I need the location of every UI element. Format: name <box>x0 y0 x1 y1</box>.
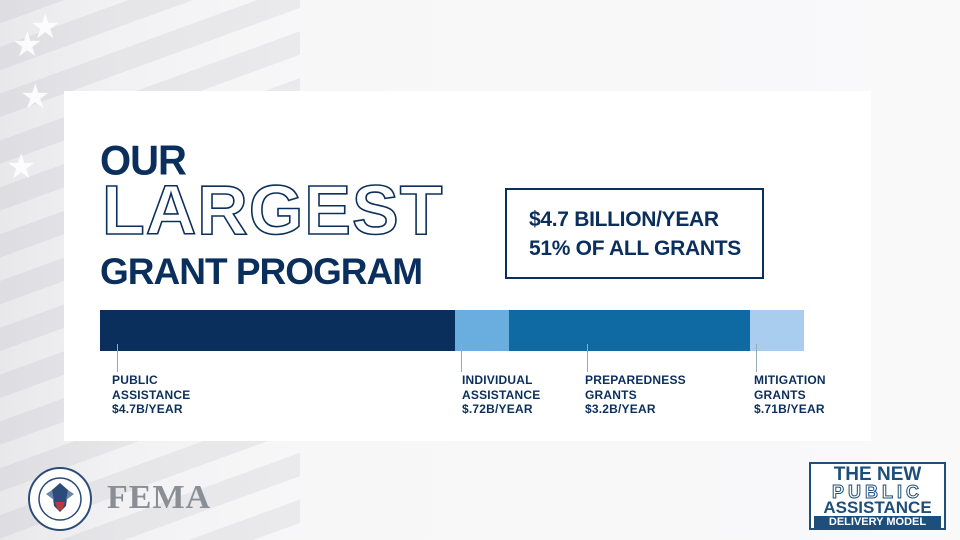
tick-preparedness-grants <box>587 344 588 372</box>
star-icon: ★ <box>30 7 61 47</box>
stat-box: $4.7 BILLION/YEAR 51% OF ALL GRANTS <box>505 188 764 279</box>
segment-mitigation-grants <box>750 310 804 351</box>
logo-line-3: ASSISTANCE <box>823 498 932 517</box>
segment-preparedness-grants <box>508 310 751 351</box>
label-individual-assistance: INDIVIDUAL ASSISTANCE $.72B/YEAR <box>462 373 541 416</box>
stat-amount: $4.7 BILLION/YEAR <box>529 208 719 231</box>
grant-bar <box>100 310 804 351</box>
star-icon: ★ <box>6 147 37 187</box>
tick-mitigation-grants <box>756 344 757 372</box>
star-icon: ★ <box>12 25 43 65</box>
dhs-seal-icon <box>28 467 92 531</box>
heading-bottom: GRANT PROGRAM <box>100 251 423 292</box>
label-preparedness-grants: PREPAREDNESS GRANTS $3.2B/YEAR <box>585 373 686 416</box>
heading-top: OUR <box>100 137 187 185</box>
logo-line-4: DELIVERY MODEL <box>814 516 941 529</box>
slide-card: OUR LARGEST GRANT PROGRAM $4.7 BILLION/Y… <box>64 91 871 441</box>
label-public-assistance: PUBLIC ASSISTANCE $4.7B/YEAR <box>112 373 191 416</box>
agency-name: FEMA <box>107 479 212 516</box>
label-mitigation-grants: MITIGATION GRANTS $.71B/YEAR <box>754 373 826 416</box>
heading-middle: LARGEST <box>101 171 444 249</box>
delivery-model-logo: THE NEW PUBLIC ASSISTANCE DELIVERY MODEL <box>809 462 946 530</box>
tick-public-assistance <box>117 344 118 372</box>
logo-line-2: PUBLIC <box>832 482 923 502</box>
stat-share: 51% OF ALL GRANTS <box>529 237 741 260</box>
logo-line-1: THE NEW <box>833 464 922 485</box>
star-icon: ★ <box>20 77 51 117</box>
tick-individual-assistance <box>461 344 462 372</box>
segment-individual-assistance <box>454 310 509 351</box>
segment-public-assistance <box>100 310 455 351</box>
